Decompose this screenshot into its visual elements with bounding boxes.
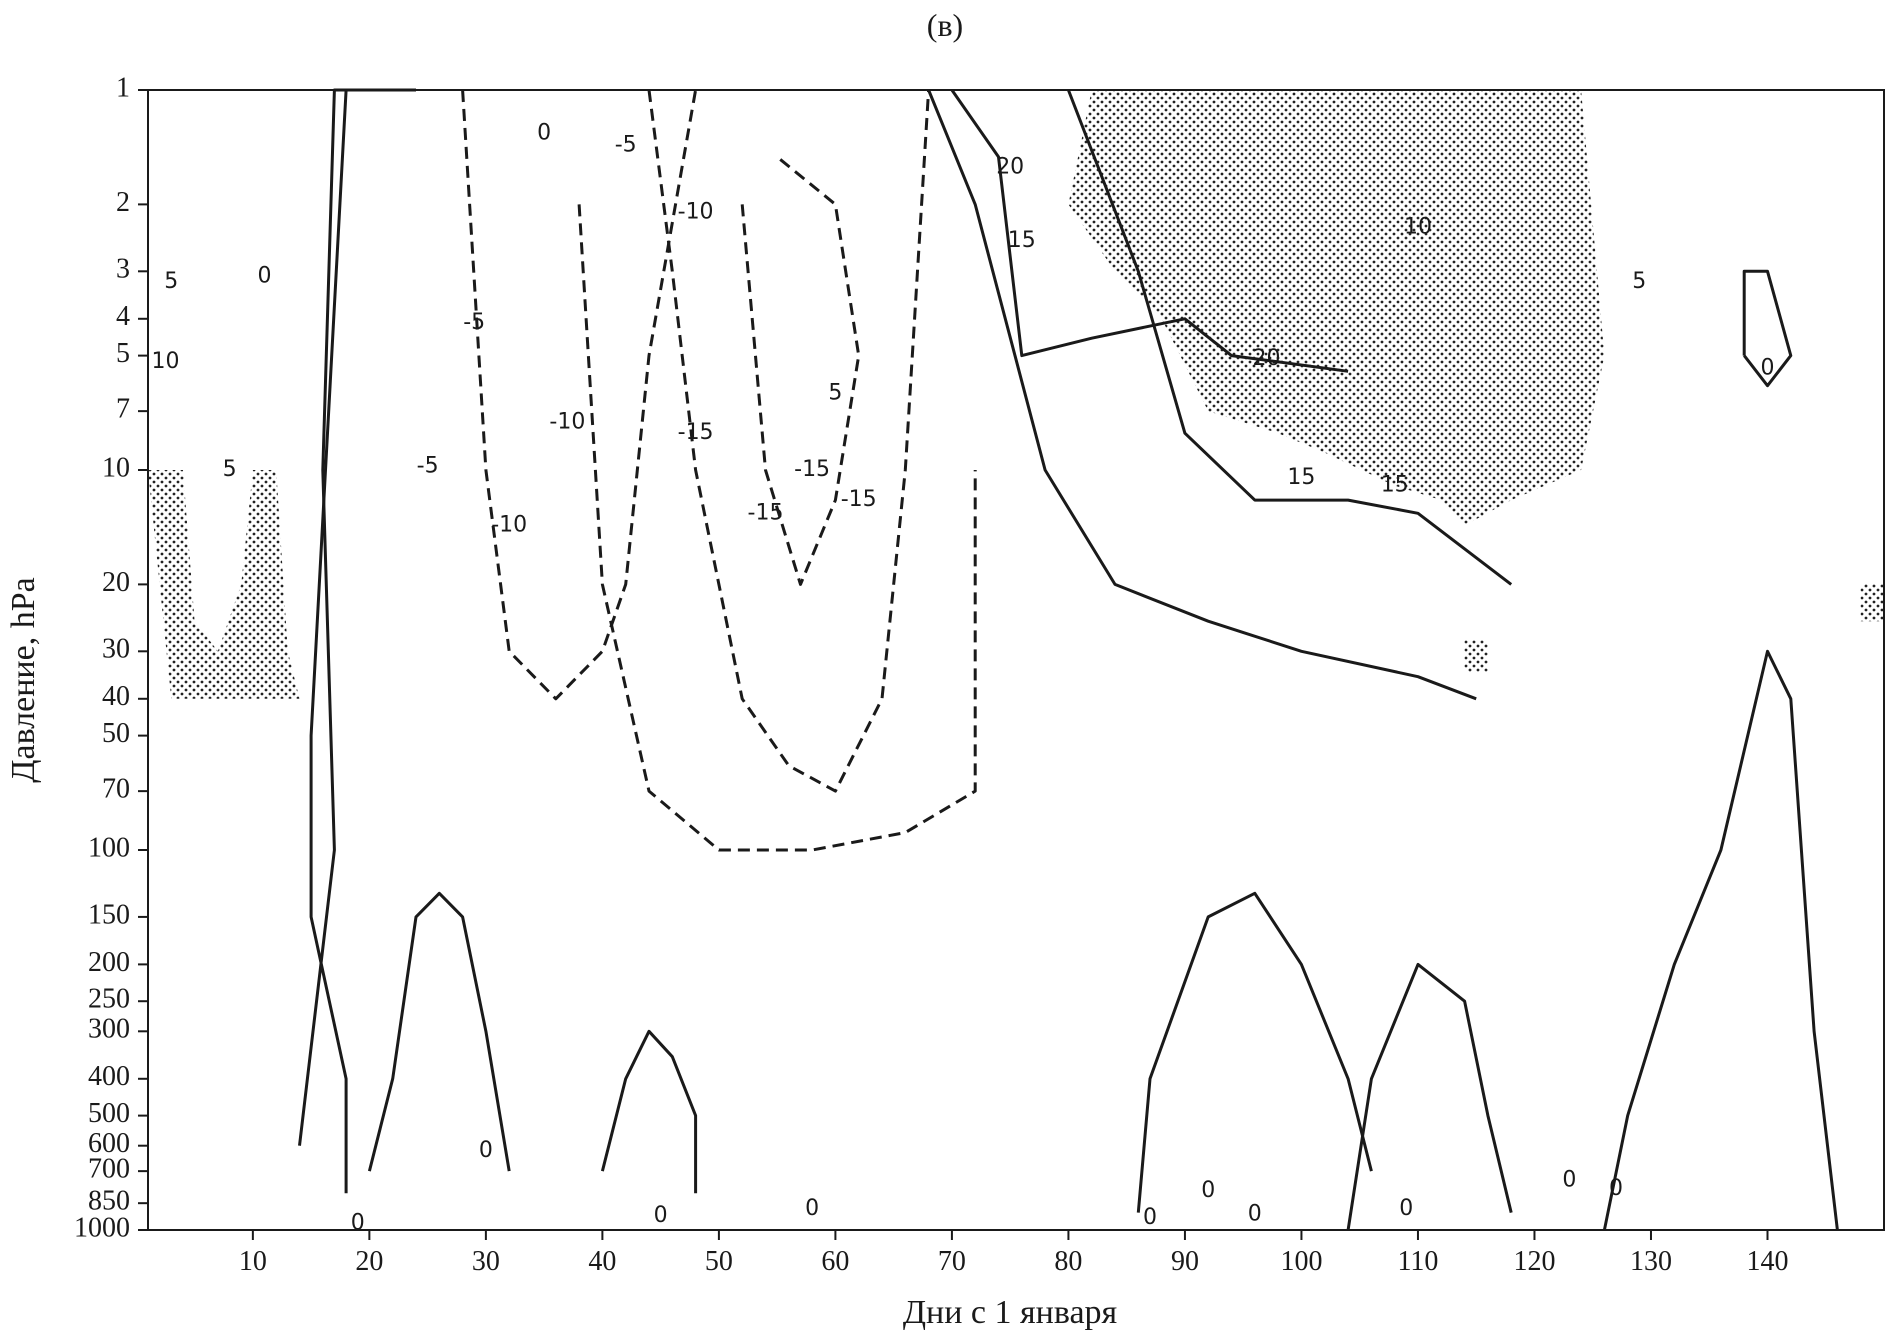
- contour-label: 5: [164, 269, 178, 294]
- contour-label: -10: [491, 513, 527, 538]
- x-tick-label: 110: [1397, 1246, 1438, 1277]
- contour-label: 0: [1562, 1167, 1576, 1192]
- stipple-region-edge-small: [1860, 584, 1884, 622]
- contour-label: -15: [748, 500, 784, 525]
- x-tick-label: 140: [1746, 1246, 1788, 1277]
- y-tick-label: 850: [88, 1186, 130, 1217]
- y-tick-label: 150: [88, 899, 130, 930]
- contour-label: 15: [1287, 465, 1315, 490]
- contour-label: -10: [678, 199, 714, 224]
- contour-label: -5: [463, 310, 485, 335]
- y-tick-label: 3: [116, 254, 130, 285]
- y-tick-label: 200: [88, 947, 130, 978]
- contour-label: 5: [223, 457, 237, 482]
- x-tick-label: 60: [821, 1246, 849, 1277]
- y-tick-label: 250: [88, 984, 130, 1015]
- y-tick-label: 30: [102, 634, 130, 665]
- x-tick-label: 70: [938, 1246, 966, 1277]
- contour-label: 0: [805, 1196, 819, 1221]
- y-tick-label: 50: [102, 718, 130, 749]
- stipple-region-upper-right-stipple: [1068, 90, 1605, 526]
- y-tick-label: 1: [116, 72, 130, 103]
- y-tick-label: 2: [116, 187, 130, 218]
- x-axis-label: Дни с 1 января: [903, 1294, 1118, 1331]
- contour-low-b: [600, 1029, 698, 1194]
- contour-pos-d: [927, 89, 1477, 701]
- stipple-region-mid-small: [1464, 639, 1488, 672]
- x-tick-label: 120: [1513, 1246, 1555, 1277]
- contour-label: 10: [152, 349, 180, 374]
- contour-label: 0: [1248, 1201, 1262, 1226]
- contour-label: 15: [1381, 473, 1409, 498]
- y-tick-label: 1000: [74, 1212, 130, 1243]
- contour-label: 0: [1761, 355, 1775, 380]
- contour-label: -15: [794, 457, 830, 482]
- y-tick-label: 70: [102, 774, 130, 805]
- x-tick-label: 130: [1630, 1246, 1672, 1277]
- contour-label: 0: [1399, 1196, 1413, 1221]
- contour-label: -15: [841, 487, 877, 512]
- contour-neg-a: [461, 89, 698, 701]
- contour-label: 15: [1008, 228, 1036, 253]
- contour-label: 0: [351, 1210, 365, 1235]
- y-tick-label: 400: [88, 1061, 130, 1092]
- contour-upper-right: [1742, 269, 1793, 388]
- y-tick-label: 10: [102, 452, 130, 483]
- x-tick-label: 80: [1054, 1246, 1082, 1277]
- x-tick-label: 30: [472, 1246, 500, 1277]
- contour-low-a: [367, 891, 511, 1172]
- y-tick-label: 40: [102, 681, 130, 712]
- contour-neg-b: [647, 89, 931, 793]
- y-tick-label: 700: [88, 1154, 130, 1185]
- y-tick-label: 300: [88, 1014, 130, 1045]
- y-tick-label: 5: [116, 338, 130, 369]
- stipple-layer: [148, 90, 1884, 699]
- contour-label-layer: 0 -5 -10 -15 -15 -10 -5 -5 -10 -15 -15 5 5 10 5 0 20 15 10…: [152, 120, 1775, 1235]
- contour-low-d: [1346, 962, 1513, 1231]
- x-axis-ticks: 10 20 30 40 50 60 70 80 90 100 110 120 130 140: [239, 1230, 1788, 1277]
- contour-label: -10: [549, 410, 585, 435]
- contour-label: -5: [417, 454, 439, 479]
- x-tick-label: 50: [705, 1246, 733, 1277]
- y-tick-label: 600: [88, 1128, 130, 1159]
- contour-layer: [298, 88, 1839, 1231]
- contour-label: 5: [1632, 269, 1646, 294]
- contour-neg-d: [577, 204, 977, 852]
- y-tick-label: 100: [88, 832, 130, 863]
- contour-low-c: [1136, 891, 1373, 1213]
- contour-pos-c: [950, 89, 1349, 373]
- contour-label: 20: [996, 155, 1024, 180]
- contour-label: 5: [828, 381, 842, 406]
- y-tick-label: 7: [116, 394, 130, 425]
- contour-label: 0: [1143, 1205, 1157, 1230]
- contour-label: -5: [615, 133, 637, 158]
- contour-label: 0: [1201, 1178, 1215, 1203]
- contour-neg-c: [740, 155, 861, 586]
- stipple-region-left-stipple: [148, 470, 300, 699]
- contour-pos-e: [1067, 89, 1513, 586]
- plot-frame: [147, 89, 1885, 1231]
- x-tick-label: 10: [239, 1246, 267, 1277]
- x-tick-label: 100: [1280, 1246, 1322, 1277]
- contour-label: -15: [678, 420, 714, 445]
- x-tick-label: 90: [1171, 1246, 1199, 1277]
- contour-low-e: [1602, 649, 1839, 1231]
- x-tick-label: 40: [588, 1246, 616, 1277]
- contour-label: 10: [1404, 215, 1432, 240]
- contour-label: 0: [654, 1203, 668, 1228]
- contour-label: 0: [1609, 1176, 1623, 1201]
- contour-label: 20: [1253, 346, 1281, 371]
- y-tick-label: 500: [88, 1098, 130, 1129]
- panel-label: (в): [927, 7, 963, 43]
- contour-pos-b: [309, 89, 348, 1194]
- contour-label: 0: [479, 1138, 493, 1163]
- y-tick-label: 20: [102, 567, 130, 598]
- y-axis-label: Давление, hPa: [5, 577, 42, 782]
- contour-label: 0: [258, 264, 272, 289]
- x-tick-label: 20: [355, 1246, 383, 1277]
- y-tick-label: 4: [116, 301, 130, 332]
- contour-label: 0: [537, 120, 551, 145]
